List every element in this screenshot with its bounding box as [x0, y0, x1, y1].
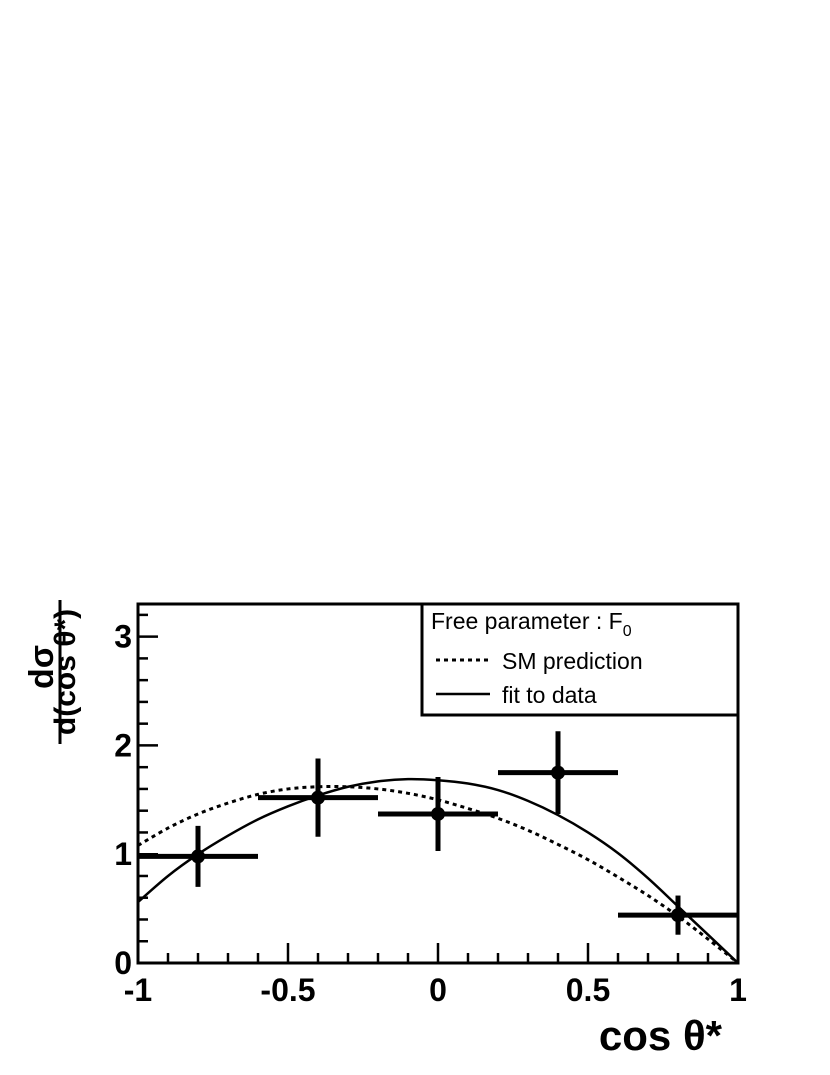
legend-label-sm: SM prediction [502, 648, 643, 674]
x-tick-label: 0.5 [566, 972, 610, 1008]
data-point [311, 790, 325, 805]
legend-header-subscript: 0 [623, 623, 632, 640]
data-point [191, 849, 205, 864]
x-tick-label: 1 [729, 972, 747, 1008]
y-tick-label: 3 [114, 619, 132, 655]
data-points [138, 731, 738, 935]
y-axis-title-numerator: dσ [23, 645, 61, 689]
legend-header: Free parameter : F0 [431, 608, 632, 640]
x-tick-label: -0.5 [260, 972, 315, 1008]
y-tick-label: 0 [114, 945, 132, 981]
data-point [551, 765, 565, 780]
y-tick-label: 1 [114, 836, 132, 872]
data-point [431, 806, 445, 821]
y-tick-label: 2 [114, 727, 132, 763]
x-tick-label: 0 [429, 972, 447, 1008]
legend-label-fit: fit to data [502, 682, 597, 708]
y-axis-title-denominator: d(cos θ*) [49, 609, 82, 735]
legend-header-text: Free parameter : F [431, 608, 623, 634]
tick-labels: -1 -0.5 0 0.5 1 0 1 2 3 [114, 619, 747, 1008]
legend: Free parameter : F0 SM prediction fit to… [420, 602, 740, 717]
x-tick-label: -1 [124, 972, 152, 1008]
data-point [671, 908, 685, 923]
x-axis-title: cos θ* [599, 1012, 723, 1059]
y-axis-title: dσ d(cos θ*) [23, 600, 82, 744]
legend-box [420, 602, 740, 717]
